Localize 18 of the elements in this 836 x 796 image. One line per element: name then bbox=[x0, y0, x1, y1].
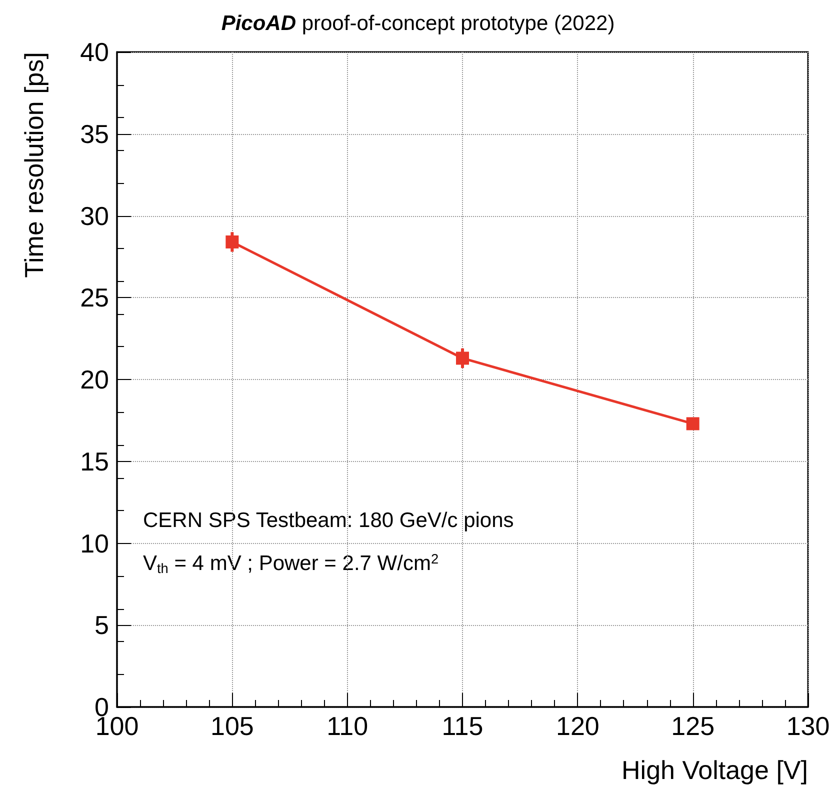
x-tick-label: 105 bbox=[210, 711, 254, 741]
y-tick-label: 5 bbox=[94, 610, 109, 640]
y-tick-label: 35 bbox=[80, 118, 109, 149]
y-tick-label: 15 bbox=[80, 446, 109, 476]
y-tick-label: 40 bbox=[80, 37, 109, 67]
annotation: CERN SPS Testbeam: 180 GeV/c pions bbox=[143, 509, 514, 532]
y-tick-label: 30 bbox=[80, 200, 109, 231]
y-tick-label: 20 bbox=[80, 364, 109, 394]
y-tick-label: 25 bbox=[80, 282, 109, 313]
chart-title: PicoAD proof-of-concept prototype (2022) bbox=[221, 12, 615, 35]
x-tick-label: 115 bbox=[442, 711, 484, 741]
x-tick-label: 125 bbox=[671, 711, 715, 741]
x-tick-label: 130 bbox=[786, 711, 830, 741]
x-tick-label: 120 bbox=[556, 711, 600, 741]
x-tick-label: 110 bbox=[326, 711, 368, 741]
x-axis-title: High Voltage [V] bbox=[622, 755, 808, 785]
y-axis-title: Time resolution [ps] bbox=[19, 52, 49, 278]
y-tick-label: 10 bbox=[80, 528, 109, 558]
